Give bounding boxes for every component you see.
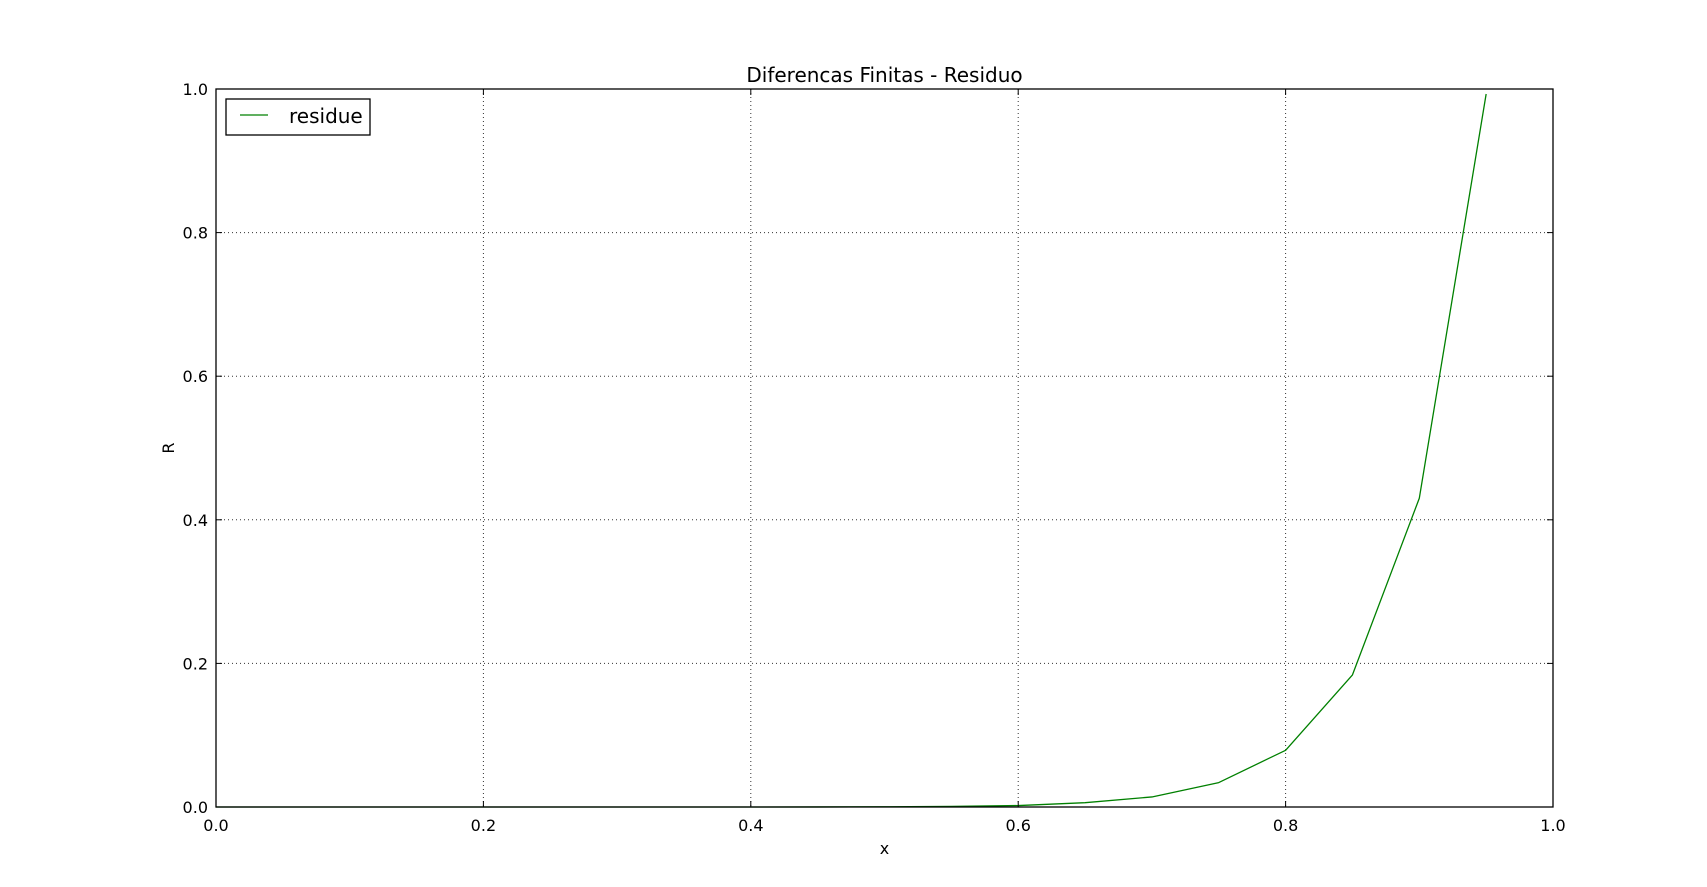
y-tick-label: 0.6 (183, 367, 208, 386)
x-tick-label: 0.2 (471, 816, 496, 835)
y-tick-label: 0.0 (183, 798, 208, 817)
x-tick-label: 0.6 (1005, 816, 1030, 835)
y-tick-label: 0.2 (183, 654, 208, 673)
y-tick-label: 0.4 (183, 511, 208, 530)
legend-box (225, 98, 371, 136)
chart-title: Diferencas Finitas - Residuo (746, 63, 1022, 87)
x-tick-label: 0.4 (738, 816, 763, 835)
x-axis-title: x (880, 839, 889, 858)
x-tick-label: 0.0 (203, 816, 228, 835)
y-axis-title: R (159, 442, 178, 453)
plot-frame (215, 88, 1554, 808)
legend-label-residue: residue (289, 104, 363, 128)
x-tick-label: 0.8 (1273, 816, 1298, 835)
y-tick-label: 0.8 (183, 224, 208, 243)
axis-ticks: 0.0 0.2 0.4 0.6 0.8 1.0 0.0 0.2 0.4 0.6 0.8 1.0 (183, 80, 1566, 835)
y-tick-label: 1.0 (183, 80, 208, 99)
legend: residue (225, 98, 371, 136)
x-tick-label: 1.0 (1540, 816, 1565, 835)
